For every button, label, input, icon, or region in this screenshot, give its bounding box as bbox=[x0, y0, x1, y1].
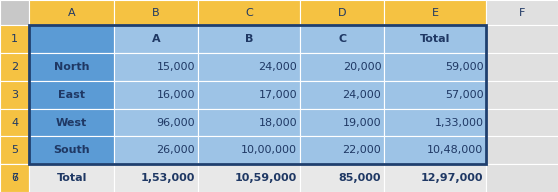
Bar bbox=[198, 164, 300, 192]
Bar bbox=[300, 53, 384, 81]
Text: 12,97,000: 12,97,000 bbox=[421, 173, 483, 183]
Text: B: B bbox=[245, 34, 253, 44]
Text: B: B bbox=[152, 8, 160, 18]
Bar bbox=[300, 164, 384, 192]
Bar bbox=[300, 164, 384, 192]
Text: 85,000: 85,000 bbox=[339, 173, 381, 183]
Bar bbox=[384, 81, 487, 109]
Bar bbox=[384, 0, 487, 26]
Bar bbox=[0, 164, 30, 192]
Text: 20,000: 20,000 bbox=[343, 62, 381, 72]
Text: 24,000: 24,000 bbox=[258, 62, 297, 72]
Text: 10,48,000: 10,48,000 bbox=[427, 145, 483, 155]
Bar bbox=[114, 81, 198, 109]
Bar bbox=[384, 53, 487, 81]
Bar bbox=[487, 0, 558, 26]
Bar bbox=[30, 26, 114, 53]
Bar bbox=[30, 164, 114, 192]
Bar bbox=[30, 0, 114, 26]
Bar bbox=[300, 137, 384, 164]
Bar bbox=[384, 164, 487, 192]
Bar bbox=[0, 164, 30, 192]
Bar bbox=[300, 0, 384, 26]
Bar bbox=[487, 164, 558, 192]
Bar bbox=[384, 164, 487, 192]
Bar bbox=[114, 26, 198, 53]
Bar bbox=[0, 137, 30, 164]
Bar bbox=[487, 53, 558, 81]
Text: 10,59,000: 10,59,000 bbox=[235, 173, 297, 183]
Text: East: East bbox=[58, 90, 85, 100]
Bar bbox=[487, 26, 558, 53]
Bar bbox=[0, 0, 30, 26]
Text: 1: 1 bbox=[11, 34, 18, 44]
Bar bbox=[114, 109, 198, 137]
Text: 1,53,000: 1,53,000 bbox=[141, 173, 195, 183]
Bar bbox=[384, 26, 487, 53]
Text: 16,000: 16,000 bbox=[156, 90, 195, 100]
Text: A: A bbox=[152, 34, 160, 44]
Text: F: F bbox=[519, 8, 526, 18]
Text: 96,000: 96,000 bbox=[156, 118, 195, 128]
Bar bbox=[198, 53, 300, 81]
Text: C: C bbox=[338, 34, 346, 44]
Text: Total: Total bbox=[56, 173, 87, 183]
Bar bbox=[487, 81, 558, 109]
Text: 7: 7 bbox=[11, 173, 18, 183]
Bar bbox=[300, 26, 384, 53]
Text: 1,33,000: 1,33,000 bbox=[435, 118, 483, 128]
Bar bbox=[114, 164, 198, 192]
Bar bbox=[30, 164, 114, 192]
Bar bbox=[487, 137, 558, 164]
Bar bbox=[487, 109, 558, 137]
Text: 10,00,000: 10,00,000 bbox=[241, 145, 297, 155]
Text: D: D bbox=[338, 8, 347, 18]
Text: 17,000: 17,000 bbox=[258, 90, 297, 100]
Bar bbox=[30, 137, 114, 164]
Bar bbox=[30, 26, 487, 164]
Bar bbox=[384, 137, 487, 164]
Bar bbox=[114, 0, 198, 26]
Bar bbox=[114, 137, 198, 164]
Text: 15,000: 15,000 bbox=[156, 62, 195, 72]
Bar bbox=[198, 26, 300, 53]
Bar bbox=[300, 109, 384, 137]
Text: West: West bbox=[56, 118, 87, 128]
Bar bbox=[384, 109, 487, 137]
Text: 5: 5 bbox=[11, 145, 18, 155]
Text: South: South bbox=[53, 145, 90, 155]
Bar bbox=[30, 109, 114, 137]
Text: 3: 3 bbox=[11, 90, 18, 100]
Bar bbox=[114, 53, 198, 81]
Text: 6: 6 bbox=[11, 173, 18, 183]
Text: 26,000: 26,000 bbox=[156, 145, 195, 155]
Text: 18,000: 18,000 bbox=[258, 118, 297, 128]
Bar bbox=[198, 0, 300, 26]
Bar bbox=[0, 53, 30, 81]
Bar bbox=[114, 164, 198, 192]
Text: North: North bbox=[54, 62, 89, 72]
Text: 57,000: 57,000 bbox=[445, 90, 483, 100]
Bar bbox=[487, 164, 558, 192]
Bar bbox=[198, 109, 300, 137]
Text: 2: 2 bbox=[11, 62, 18, 72]
Text: E: E bbox=[432, 8, 439, 18]
Bar bbox=[198, 164, 300, 192]
Bar bbox=[198, 81, 300, 109]
Text: 59,000: 59,000 bbox=[445, 62, 483, 72]
Bar bbox=[0, 109, 30, 137]
Bar bbox=[30, 53, 114, 81]
Bar bbox=[30, 81, 114, 109]
Text: C: C bbox=[245, 8, 253, 18]
Bar bbox=[198, 137, 300, 164]
Bar bbox=[0, 81, 30, 109]
Bar bbox=[0, 26, 30, 53]
Text: 24,000: 24,000 bbox=[343, 90, 381, 100]
Text: 4: 4 bbox=[11, 118, 18, 128]
Text: Total: Total bbox=[420, 34, 450, 44]
Text: A: A bbox=[68, 8, 75, 18]
Text: 19,000: 19,000 bbox=[343, 118, 381, 128]
Text: 22,000: 22,000 bbox=[343, 145, 381, 155]
Bar bbox=[300, 81, 384, 109]
